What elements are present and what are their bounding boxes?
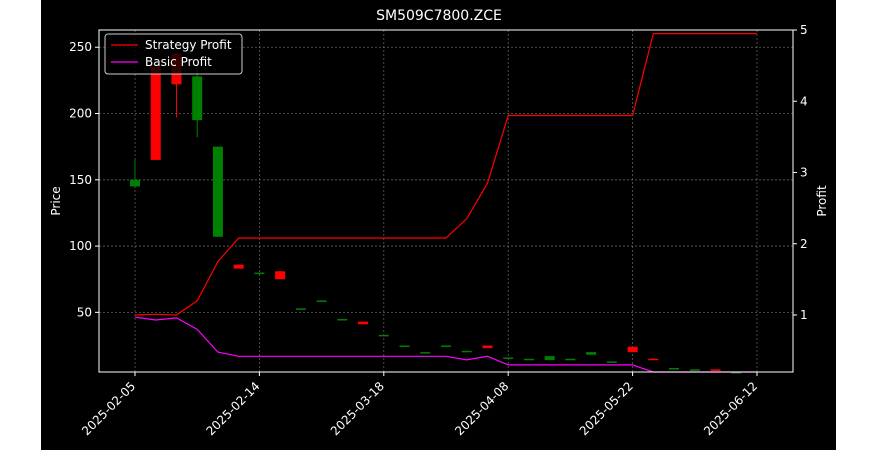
candle-body — [295, 308, 306, 310]
candle-body — [606, 361, 617, 363]
candle-body — [212, 146, 223, 237]
y-tick-label-right: 2 — [800, 237, 808, 251]
candle-body — [669, 368, 680, 370]
candle-body — [254, 272, 265, 275]
candle-body — [337, 318, 348, 321]
candle-body — [731, 372, 742, 374]
y-tick-label-right: 1 — [800, 308, 808, 322]
y-tick-label-left: 100 — [69, 239, 92, 253]
y-tick-label-left: 150 — [69, 173, 92, 187]
chart-title: SM509C7800.ZCE — [376, 8, 502, 24]
chart-legend: Strategy Profit Basic Profit — [104, 33, 243, 75]
candle-body — [441, 345, 451, 347]
candle-body — [503, 357, 514, 359]
candle-body — [130, 179, 140, 187]
y-tick-label-left: 250 — [69, 40, 92, 54]
candle-body — [482, 345, 493, 349]
candle-body — [544, 356, 555, 361]
legend-label-basic-profit: Basic Profit — [145, 55, 212, 69]
y-tick-label-right: 3 — [800, 166, 808, 180]
candle-body — [420, 352, 431, 354]
y-tick-label-left: 50 — [77, 305, 92, 319]
y-axis-label-left: Price — [49, 186, 63, 215]
candle-body — [710, 369, 721, 371]
plot-frame — [98, 29, 794, 373]
candle-body — [689, 369, 700, 371]
candle-body — [275, 271, 286, 280]
candle-body — [399, 345, 410, 347]
candle-body — [627, 346, 638, 353]
candle-body — [150, 67, 161, 160]
candle-body — [648, 358, 659, 361]
y-tick-label-left: 200 — [69, 107, 92, 121]
candle-body — [586, 352, 597, 355]
legend-box — [104, 33, 243, 75]
legend-label-strategy-profit: Strategy Profit — [145, 38, 232, 52]
candle-body — [316, 300, 327, 302]
y-axis-label-right: Profit — [815, 185, 829, 217]
y-tick-label-right: 5 — [800, 23, 808, 37]
candle-body — [565, 358, 576, 361]
candle-body — [358, 321, 369, 325]
series-line-strategy-profit — [134, 32, 757, 316]
candle-body — [233, 264, 244, 269]
candle-body — [378, 334, 389, 337]
y-tick-label-right: 4 — [800, 94, 808, 108]
candle-body — [523, 358, 534, 361]
candle-body — [192, 76, 203, 121]
candle-body — [461, 350, 472, 353]
